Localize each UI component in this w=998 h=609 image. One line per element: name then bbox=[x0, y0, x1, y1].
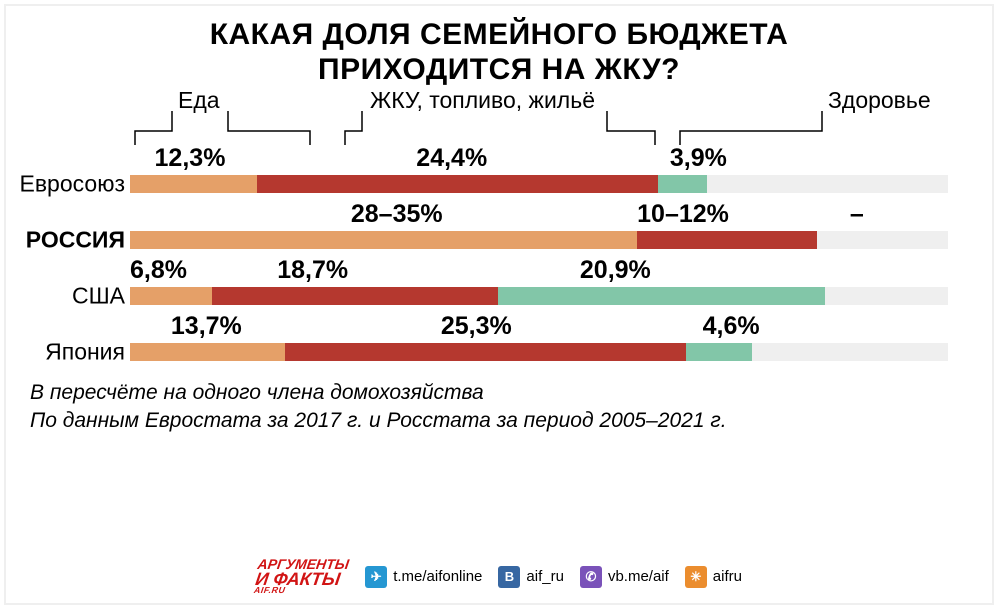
chart-area: 12,3% 24,4% 3,9% Евросоюз 28–35% 10–12% – РОССИ… bbox=[0, 145, 998, 361]
social-text: t.me/aifonline bbox=[393, 568, 482, 585]
social-item[interactable]: Вaif_ru bbox=[498, 566, 564, 588]
value-line: 6,8% 18,7% 20,9% bbox=[130, 257, 948, 287]
social-text: aifru bbox=[713, 568, 742, 585]
brand-logo: АРГУМЕНТЫ И ФАКТЫ AIF.RU bbox=[253, 558, 349, 595]
value-label: 4,6% bbox=[703, 312, 760, 341]
social-item[interactable]: ✈ t.me/aifonline bbox=[365, 566, 482, 588]
value-label: 25,3% bbox=[441, 312, 512, 341]
legend-food: Еда bbox=[178, 87, 220, 114]
value-label: – bbox=[850, 200, 864, 229]
footnote-line-2: По данным Евростата за 2017 г. и Росстат… bbox=[30, 407, 968, 435]
value-label: 13,7% bbox=[171, 312, 242, 341]
legend-row: Еда ЖКУ, топливо, жильё Здоровье bbox=[0, 97, 998, 145]
bar-segment-health bbox=[686, 343, 751, 361]
value-label: 20,9% bbox=[580, 256, 651, 285]
bar-line: Япония bbox=[130, 343, 948, 361]
title-line-2: ПРИХОДИТСЯ НА ЖКУ? bbox=[318, 53, 680, 86]
value-label: 24,4% bbox=[416, 144, 487, 173]
bar-segment-health bbox=[498, 287, 825, 305]
value-label: 10–12% bbox=[637, 200, 729, 229]
social-text: vb.me/aif bbox=[608, 568, 669, 585]
chart-row: 13,7% 25,3% 4,6% Япония bbox=[130, 313, 948, 361]
value-line: 28–35% 10–12% – bbox=[130, 201, 948, 231]
bar-remainder bbox=[752, 343, 948, 361]
value-label: 6,8% bbox=[130, 256, 187, 285]
row-label: Евросоюз bbox=[0, 171, 125, 198]
bar-line: РОССИЯ bbox=[130, 231, 948, 249]
page-title: КАКАЯ ДОЛЯ СЕМЕЙНОГО БЮДЖЕТА ПРИХОДИТСЯ … bbox=[0, 0, 998, 87]
social-text: aif_ru bbox=[526, 568, 564, 585]
bar-segment-food bbox=[130, 287, 212, 305]
row-label: Япония bbox=[0, 339, 125, 366]
bar-line: Евросоюз bbox=[130, 175, 948, 193]
bar-segment-utilities bbox=[637, 231, 817, 249]
social-links: ✈ t.me/aifonline Вaif_ru ✆ vb.me/aif ✳ aifru bbox=[365, 566, 742, 588]
logo-sub: AIF.RU bbox=[253, 588, 345, 595]
bar-segment-health bbox=[658, 175, 707, 193]
social-icon: В bbox=[498, 566, 520, 588]
legend-utilities: ЖКУ, топливо, жильё bbox=[370, 87, 595, 114]
chart-row: 12,3% 24,4% 3,9% Евросоюз bbox=[130, 145, 948, 193]
value-line: 13,7% 25,3% 4,6% bbox=[130, 313, 948, 343]
bar-line: США bbox=[130, 287, 948, 305]
bar-segment-utilities bbox=[285, 343, 686, 361]
footer: АРГУМЕНТЫ И ФАКТЫ AIF.RU ✈ t.me/aifonline… bbox=[0, 558, 998, 595]
legend-health: Здоровье bbox=[828, 87, 931, 114]
row-label: РОССИЯ bbox=[0, 227, 125, 254]
bar-segment-utilities bbox=[212, 287, 498, 305]
social-item[interactable]: ✆ vb.me/aif bbox=[580, 566, 669, 588]
bar-segment-utilities bbox=[257, 175, 658, 193]
value-label: 3,9% bbox=[670, 144, 727, 173]
title-line-1: КАКАЯ ДОЛЯ СЕМЕЙНОГО БЮДЖЕТА bbox=[210, 18, 789, 51]
footnote-line-1: В пересчёте на одного члена домохозяйств… bbox=[30, 379, 968, 407]
value-label: 18,7% bbox=[277, 256, 348, 285]
bar-segment-food bbox=[130, 175, 257, 193]
social-item[interactable]: ✳ aifru bbox=[685, 566, 742, 588]
bar-remainder bbox=[707, 175, 948, 193]
value-label: 28–35% bbox=[351, 200, 443, 229]
bar-remainder bbox=[817, 231, 948, 249]
footnote: В пересчёте на одного члена домохозяйств… bbox=[0, 369, 998, 436]
value-line: 12,3% 24,4% 3,9% bbox=[130, 145, 948, 175]
bar-segment-food bbox=[130, 231, 637, 249]
chart-row: 28–35% 10–12% – РОССИЯ bbox=[130, 201, 948, 249]
value-label: 12,3% bbox=[155, 144, 226, 173]
social-icon: ✈ bbox=[365, 566, 387, 588]
bar-segment-food bbox=[130, 343, 285, 361]
bar-remainder bbox=[825, 287, 948, 305]
social-icon: ✳ bbox=[685, 566, 707, 588]
chart-row: 6,8% 18,7% 20,9% США bbox=[130, 257, 948, 305]
social-icon: ✆ bbox=[580, 566, 602, 588]
row-label: США bbox=[0, 283, 125, 310]
